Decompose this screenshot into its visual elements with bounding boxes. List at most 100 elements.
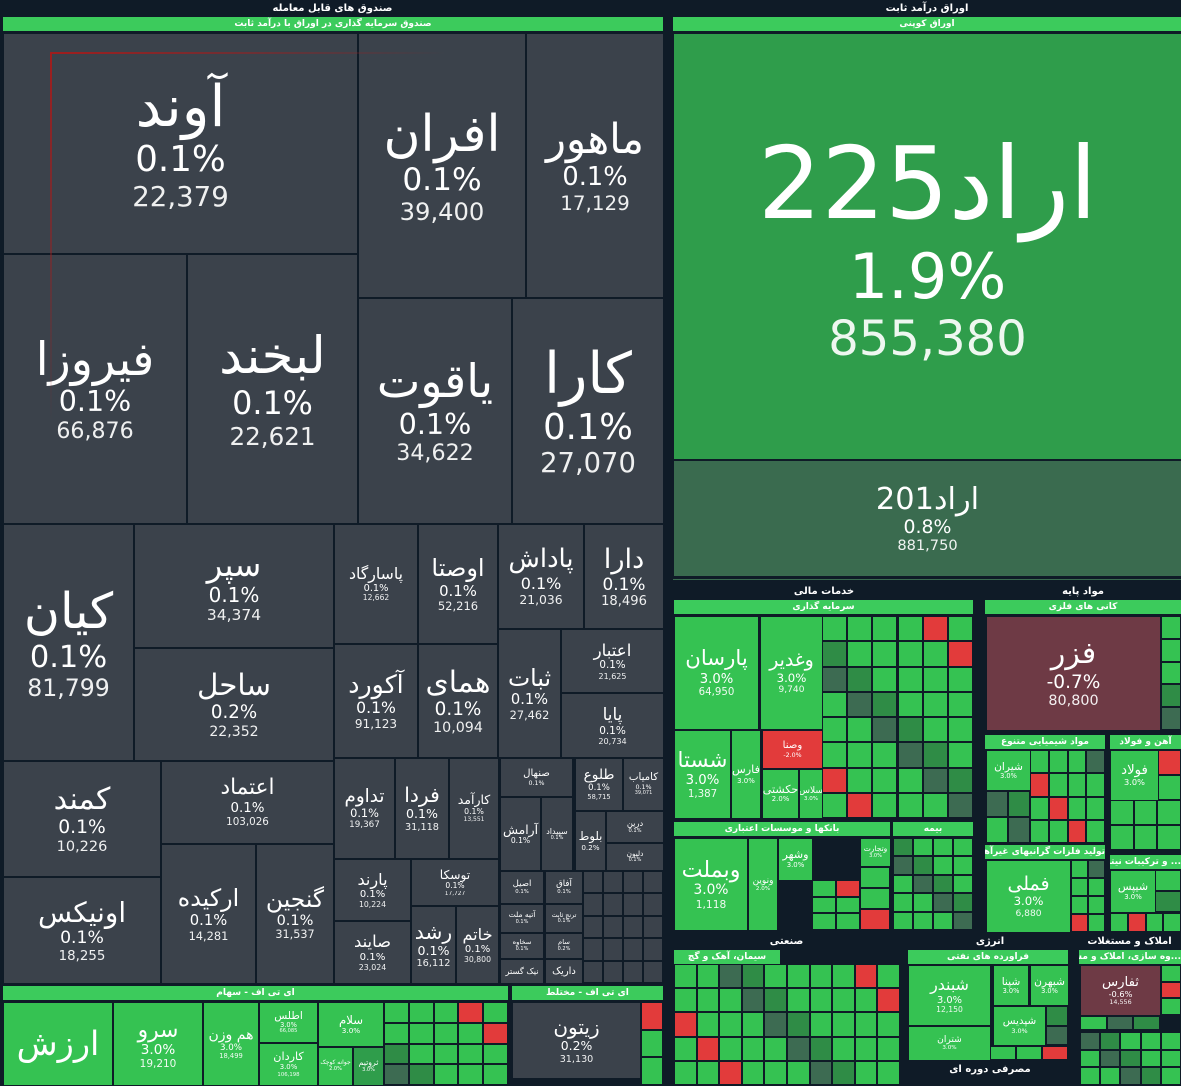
small-tile[interactable] bbox=[893, 874, 913, 894]
small-tile[interactable] bbox=[832, 1012, 855, 1037]
small-tile[interactable] bbox=[822, 691, 848, 717]
small-tile[interactable] bbox=[1161, 661, 1181, 685]
small-tile[interactable] bbox=[913, 856, 933, 875]
tile-48[interactable]: ارزش bbox=[3, 1002, 113, 1086]
small-tile[interactable] bbox=[623, 893, 643, 916]
tile-41[interactable]: آفاق 0.1% bbox=[545, 871, 583, 904]
small-tile[interactable] bbox=[854, 988, 878, 1013]
tile-25[interactable]: فردا 0.1% 31,118 bbox=[395, 758, 449, 859]
small-tile[interactable] bbox=[1161, 707, 1181, 730]
small-tile[interactable] bbox=[643, 871, 663, 894]
small-tile[interactable] bbox=[913, 911, 933, 930]
tile-6[interactable]: کارا 0.1% 27,070 bbox=[512, 298, 664, 524]
small-tile[interactable] bbox=[1160, 1049, 1181, 1068]
small-tile[interactable] bbox=[1110, 825, 1134, 850]
tile-76[interactable]: شپنا 3.0% bbox=[993, 965, 1029, 1006]
real-estate-header[interactable]: املاک و مستغلات bbox=[1087, 936, 1172, 947]
insurance-bar[interactable]: بیمه bbox=[893, 822, 973, 836]
small-tile[interactable] bbox=[1016, 1046, 1042, 1060]
tile-16[interactable]: ثبات 0.1% 27,462 bbox=[498, 629, 561, 758]
small-tile[interactable] bbox=[719, 988, 742, 1013]
small-tile[interactable] bbox=[641, 1029, 663, 1058]
small-tile[interactable] bbox=[483, 1022, 508, 1044]
small-tile[interactable] bbox=[433, 1002, 459, 1023]
small-tile[interactable] bbox=[986, 791, 1008, 817]
small-tile[interactable] bbox=[1106, 1016, 1134, 1030]
small-tile[interactable] bbox=[741, 1012, 765, 1037]
small-tile[interactable] bbox=[1046, 1006, 1068, 1026]
small-tile[interactable] bbox=[922, 717, 948, 743]
tile-75[interactable]: شبندر 3.0% 12,150 bbox=[908, 965, 991, 1026]
small-tile[interactable] bbox=[384, 1043, 409, 1065]
small-tile[interactable] bbox=[832, 964, 855, 989]
small-tile[interactable] bbox=[809, 1012, 833, 1037]
small-tile[interactable] bbox=[922, 742, 948, 768]
small-tile[interactable] bbox=[953, 874, 973, 894]
small-tile[interactable] bbox=[877, 964, 900, 989]
small-tile[interactable] bbox=[847, 641, 873, 667]
small-tile[interactable] bbox=[603, 960, 623, 983]
tile-68[interactable]: وشهر 3.0% bbox=[778, 838, 813, 881]
small-tile[interactable] bbox=[1120, 1067, 1141, 1085]
small-tile[interactable] bbox=[603, 893, 623, 916]
small-tile[interactable] bbox=[787, 964, 810, 989]
small-tile[interactable] bbox=[1155, 891, 1181, 912]
small-tile[interactable] bbox=[1160, 1067, 1181, 1085]
small-tile[interactable] bbox=[583, 915, 603, 939]
tile-65[interactable]: سلاس 3.0% bbox=[799, 769, 823, 819]
small-tile[interactable] bbox=[1088, 896, 1105, 914]
small-tile[interactable] bbox=[583, 938, 603, 961]
tile-1[interactable]: افران 0.1% 39,400 bbox=[358, 33, 526, 298]
small-tile[interactable] bbox=[1158, 775, 1181, 800]
small-tile[interactable] bbox=[741, 1036, 765, 1061]
small-tile[interactable] bbox=[1030, 773, 1049, 797]
small-tile[interactable] bbox=[674, 988, 697, 1013]
precious-metals-bar[interactable]: تولید فلزات گرانبهای غیرآهن bbox=[985, 845, 1105, 859]
small-tile[interactable] bbox=[583, 871, 603, 894]
tile-59[interactable]: پارسان 3.0% 64,950 bbox=[674, 616, 759, 730]
tile-43[interactable]: ترنج ثابت 0.1% bbox=[545, 904, 583, 933]
small-tile[interactable] bbox=[1008, 817, 1030, 843]
small-tile[interactable] bbox=[854, 964, 878, 989]
small-tile[interactable] bbox=[1067, 819, 1087, 843]
small-tile[interactable] bbox=[719, 1012, 742, 1037]
investment-bar[interactable]: سرمایه گذاری bbox=[674, 600, 973, 614]
small-tile[interactable] bbox=[933, 856, 953, 875]
small-tile[interactable] bbox=[458, 1064, 484, 1085]
small-tile[interactable] bbox=[603, 915, 623, 939]
small-tile[interactable] bbox=[674, 964, 697, 989]
tile-9[interactable]: ساحل 0.2% 22,352 bbox=[134, 648, 334, 761]
small-tile[interactable] bbox=[408, 1002, 434, 1023]
small-tile[interactable] bbox=[623, 915, 643, 939]
tile-26[interactable]: کارآمد 0.1% 13,551 bbox=[449, 758, 499, 859]
tile-69[interactable]: وتجارت 3.0% bbox=[860, 838, 891, 867]
fixed-income-funds-bar[interactable]: صندوق سرمایه گذاری در اوراق با درآمد ثاب… bbox=[3, 17, 663, 31]
tile-33[interactable]: درین 0.1% bbox=[606, 811, 664, 843]
tile-7[interactable]: کیان 0.1% 81,799 bbox=[3, 524, 134, 761]
small-tile[interactable] bbox=[953, 911, 973, 930]
small-tile[interactable] bbox=[872, 717, 898, 743]
tile-71[interactable]: شیران 3.0% bbox=[986, 750, 1031, 791]
tile-51[interactable]: اطلس 3.0% 66,085 bbox=[259, 1002, 318, 1043]
small-tile[interactable] bbox=[643, 893, 663, 916]
tile-32[interactable]: بلوط 0.2% bbox=[575, 811, 606, 871]
small-tile[interactable] bbox=[741, 964, 765, 989]
tile-73[interactable]: فملی 3.0% 6,880 bbox=[986, 860, 1071, 933]
small-tile[interactable] bbox=[809, 1060, 833, 1085]
tile-70[interactable]: فزر -0.7% 80,800 bbox=[986, 616, 1161, 731]
small-tile[interactable] bbox=[822, 616, 848, 642]
tile-31[interactable]: سپیداد 0.1% bbox=[541, 797, 573, 871]
small-tile[interactable] bbox=[922, 691, 948, 717]
small-tile[interactable] bbox=[1088, 860, 1105, 878]
small-tile[interactable] bbox=[897, 641, 923, 667]
tile-22[interactable]: ارکیده 0.1% 14,281 bbox=[161, 844, 256, 984]
small-tile[interactable] bbox=[1048, 796, 1068, 820]
small-tile[interactable] bbox=[854, 1036, 878, 1061]
small-tile[interactable] bbox=[1157, 825, 1181, 850]
small-tile[interactable] bbox=[674, 1012, 697, 1037]
small-tile[interactable] bbox=[922, 616, 948, 642]
small-tile[interactable] bbox=[893, 893, 913, 912]
tile-45[interactable]: سام 0.2% bbox=[545, 933, 583, 959]
small-tile[interactable] bbox=[583, 893, 603, 916]
small-tile[interactable] bbox=[764, 1060, 787, 1085]
